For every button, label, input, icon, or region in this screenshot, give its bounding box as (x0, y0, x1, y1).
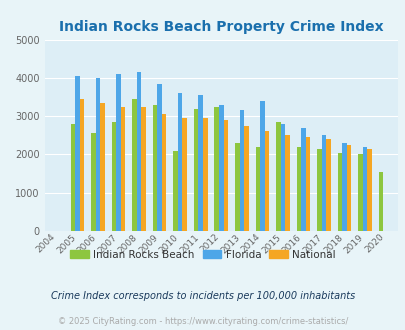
Bar (264, 131, 269, 231)
Bar (75, 76, 79, 231)
Bar (321, 135, 325, 231)
Bar (214, 107, 218, 231)
Title: Indian Rocks Beach Property Crime Index: Indian Rocks Beach Property Crime Index (59, 20, 383, 34)
Bar (325, 139, 330, 231)
Bar (202, 118, 207, 231)
Bar (198, 95, 202, 231)
Bar (79, 99, 84, 231)
Bar (177, 93, 182, 231)
Bar (316, 149, 321, 231)
Bar (218, 105, 223, 231)
Bar (141, 107, 145, 231)
Bar (357, 154, 362, 231)
Bar (296, 147, 301, 231)
Bar (239, 111, 243, 231)
Bar (280, 124, 284, 231)
Bar (362, 147, 367, 231)
Bar (234, 143, 239, 231)
Bar (275, 122, 280, 231)
Bar (162, 114, 166, 231)
Bar (70, 124, 75, 231)
Bar (111, 122, 116, 231)
Bar (341, 143, 346, 231)
Bar (305, 137, 309, 231)
Text: © 2025 CityRating.com - https://www.cityrating.com/crime-statistics/: © 2025 CityRating.com - https://www.city… (58, 317, 347, 326)
Bar (100, 103, 104, 231)
Bar (194, 109, 198, 231)
Bar (96, 78, 100, 231)
Bar (182, 118, 187, 231)
Bar (346, 145, 350, 231)
Bar (153, 105, 157, 231)
Legend: Indian Rocks Beach, Florida, National: Indian Rocks Beach, Florida, National (66, 246, 339, 264)
Bar (157, 83, 162, 231)
Bar (337, 152, 341, 231)
Bar (132, 99, 136, 231)
Bar (260, 101, 264, 231)
Bar (243, 126, 248, 231)
Bar (284, 135, 289, 231)
Bar (173, 150, 177, 231)
Bar (116, 74, 121, 231)
Text: Crime Index corresponds to incidents per 100,000 inhabitants: Crime Index corresponds to incidents per… (51, 291, 354, 301)
Bar (378, 172, 382, 231)
Bar (301, 128, 305, 231)
Bar (255, 147, 260, 231)
Bar (136, 72, 141, 231)
Bar (91, 133, 96, 231)
Bar (121, 107, 125, 231)
Bar (223, 120, 228, 231)
Bar (367, 149, 371, 231)
